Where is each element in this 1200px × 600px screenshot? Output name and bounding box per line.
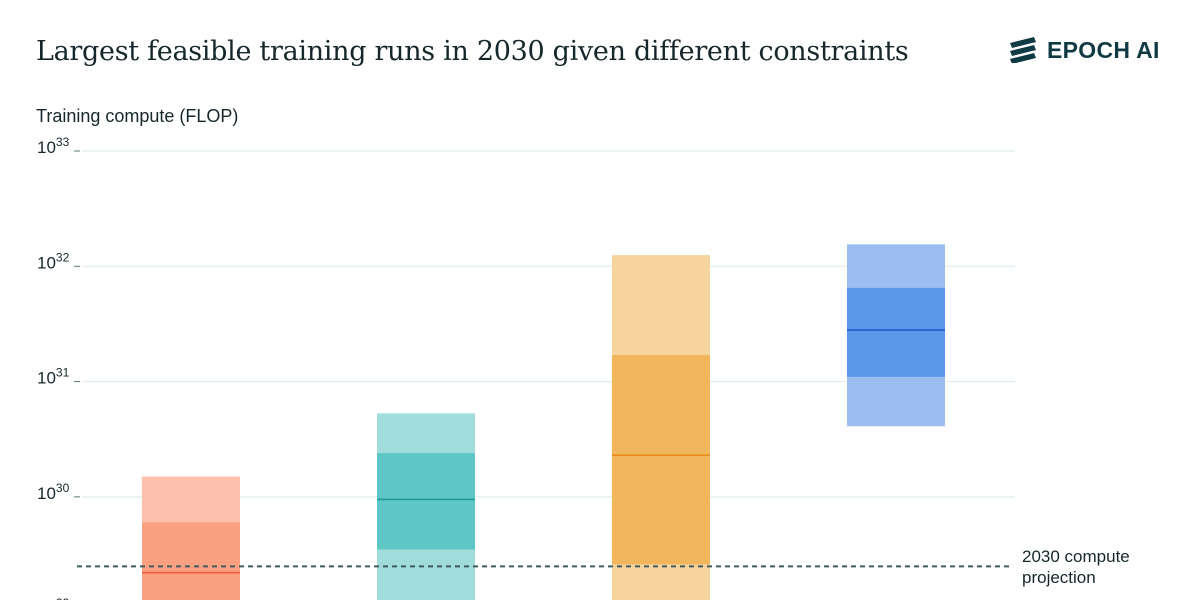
bar-inner-range (142, 522, 240, 600)
bar-inner-range (377, 453, 475, 550)
reference-line-label: 2030 compute projection (1022, 547, 1130, 587)
y-tick-label: 1032 (37, 250, 70, 272)
bar-inner-range (612, 355, 710, 565)
epoch-ai-logo: EPOCH AI (1008, 36, 1160, 64)
y-tick-label: 1033 (37, 135, 70, 157)
epoch-logo-icon (1010, 37, 1036, 63)
y-axis-label: Training compute (FLOP) (36, 106, 239, 126)
chart-title: Largest feasible training runs in 2030 g… (36, 36, 909, 67)
bar-inner-range (847, 287, 945, 377)
y-tick-label: 1030 (37, 481, 70, 503)
y-tick-label: 1029 (37, 596, 70, 600)
y-tick-label: 1031 (37, 366, 70, 388)
logo-text: EPOCH AI (1047, 36, 1160, 63)
